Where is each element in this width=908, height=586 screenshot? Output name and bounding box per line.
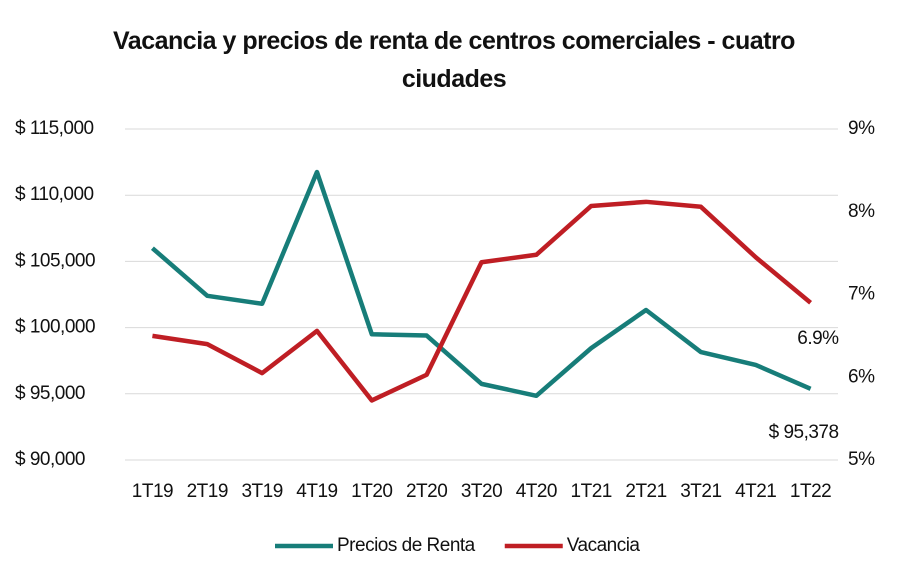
x-tick-label: 1T19 bbox=[132, 481, 173, 502]
x-tick-label: 3T21 bbox=[680, 481, 721, 502]
y-tick-label: $ 95,000 bbox=[15, 383, 85, 404]
y2-tick-label: 7% bbox=[848, 284, 875, 305]
x-tick-label: 4T21 bbox=[735, 481, 776, 502]
y2-tick-label: 6% bbox=[848, 366, 875, 387]
x-tick-label: 1T20 bbox=[351, 481, 392, 502]
y2-tick-label: 5% bbox=[848, 449, 875, 470]
y2-tick-label: 8% bbox=[848, 201, 875, 222]
series-line bbox=[150, 169, 812, 399]
y-tick-label: $ 110,000 bbox=[15, 184, 94, 205]
y-tick-label: $ 100,000 bbox=[15, 317, 95, 338]
x-tick-label: 2T19 bbox=[187, 481, 228, 502]
x-tick-label: 1T22 bbox=[790, 481, 831, 502]
x-tick-label: 2T20 bbox=[406, 481, 447, 502]
data-label: $ 95,378 bbox=[769, 422, 839, 443]
data-label: 6.9% bbox=[797, 328, 839, 349]
x-tick-label: 2T21 bbox=[625, 481, 666, 502]
legend-label: Vacancia bbox=[567, 535, 641, 556]
x-tick-label: 1T21 bbox=[571, 481, 612, 502]
x-tick-label: 4T20 bbox=[516, 481, 557, 502]
y-tick-label: $ 90,000 bbox=[15, 449, 85, 470]
y-tick-label: $ 115,000 bbox=[15, 118, 94, 139]
chart-title: Vacancia y precios de renta de centros c… bbox=[113, 27, 795, 93]
x-tick-label: 3T19 bbox=[241, 481, 282, 502]
y2-tick-label: 9% bbox=[848, 118, 875, 139]
legend-label: Precios de Renta bbox=[337, 535, 476, 556]
y-tick-label: $ 105,000 bbox=[15, 250, 95, 271]
x-tick-label: 3T20 bbox=[461, 481, 502, 502]
series-line bbox=[152, 199, 813, 403]
x-tick-label: 4T19 bbox=[296, 481, 337, 502]
